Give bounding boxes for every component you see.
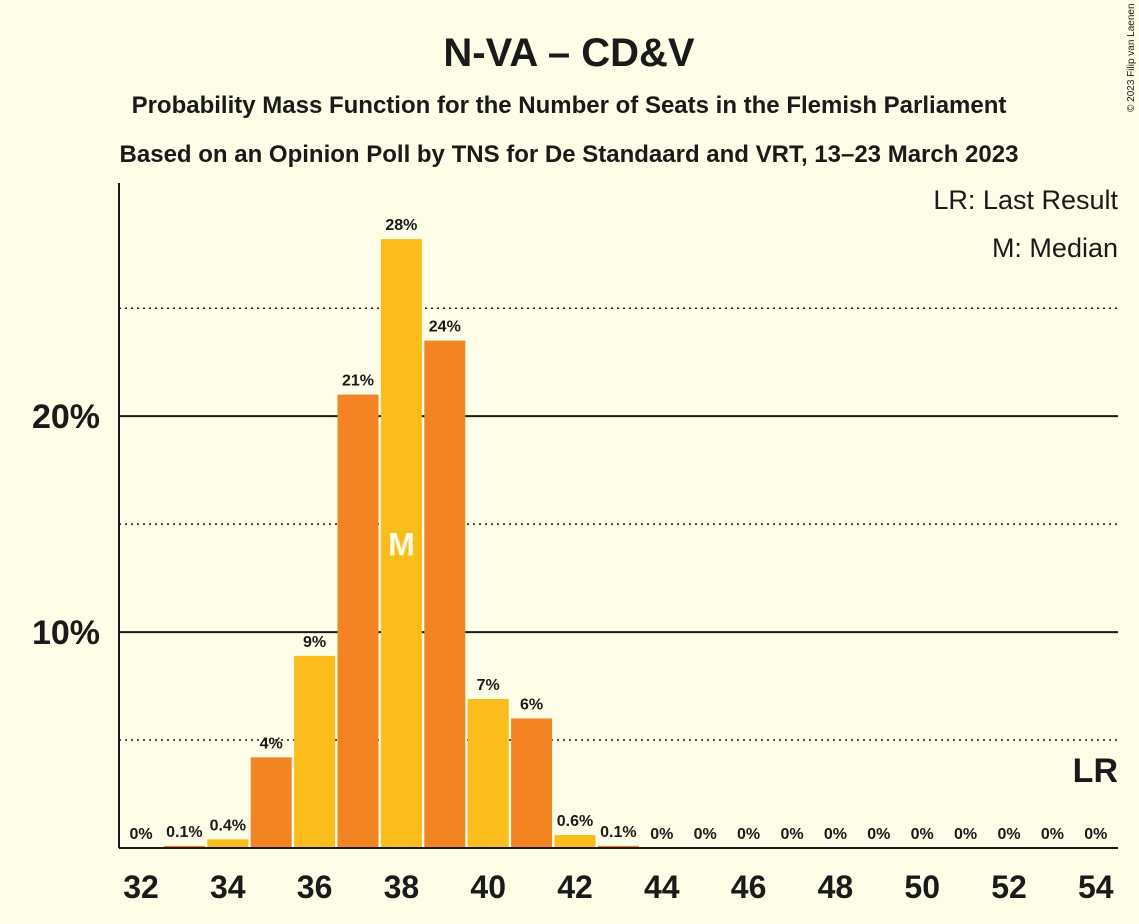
bar bbox=[597, 845, 639, 848]
data-label: 21% bbox=[342, 373, 374, 390]
median-marker: M bbox=[388, 527, 415, 563]
x-tick-label: 46 bbox=[731, 869, 767, 905]
y-tick-label: 20% bbox=[32, 398, 100, 436]
data-label: 0% bbox=[824, 826, 847, 843]
data-label: 9% bbox=[303, 634, 326, 651]
data-label: 0% bbox=[694, 826, 717, 843]
data-label: 0% bbox=[867, 826, 890, 843]
data-label: 0% bbox=[1041, 826, 1064, 843]
data-label: 0% bbox=[954, 826, 977, 843]
data-label: 28% bbox=[385, 217, 417, 234]
bar bbox=[294, 655, 336, 848]
bar bbox=[337, 394, 379, 848]
y-tick-label: 10% bbox=[32, 614, 100, 652]
bar bbox=[467, 699, 509, 848]
data-label: 0.4% bbox=[210, 817, 246, 834]
data-label: 7% bbox=[477, 677, 500, 694]
gridlines bbox=[119, 307, 1118, 741]
chart-subtitle-2: Based on an Opinion Poll by TNS for De S… bbox=[120, 141, 1019, 168]
bar bbox=[250, 757, 292, 848]
data-label: 0% bbox=[911, 826, 934, 843]
data-labels: 0% 0.1% 0.4% 4% 9% 21% 28% 24% 7% 6% 0.6% 0.1% 0% 0% 0… bbox=[129, 217, 1107, 843]
bar bbox=[511, 718, 553, 848]
data-label: 4% bbox=[260, 735, 283, 752]
data-label: 0% bbox=[1084, 826, 1107, 843]
data-label: 0.1% bbox=[600, 824, 636, 841]
bars bbox=[163, 239, 639, 849]
chart-title: N-VA – CD&V bbox=[443, 31, 694, 75]
x-tick-label: 34 bbox=[210, 869, 246, 905]
data-label: 0% bbox=[129, 826, 152, 843]
x-tick-label: 48 bbox=[818, 869, 854, 905]
data-label: 24% bbox=[429, 319, 461, 336]
y-tick-labels: 10% 20% bbox=[32, 398, 100, 652]
bar bbox=[380, 239, 422, 849]
bar bbox=[163, 845, 205, 848]
x-tick-labels: 32 34 36 38 40 42 44 46 48 50 52 54 bbox=[123, 869, 1114, 905]
x-tick-label: 52 bbox=[991, 869, 1027, 905]
data-label: 0.6% bbox=[557, 813, 593, 830]
chart-subtitle-1: Probability Mass Function for the Number… bbox=[132, 92, 1007, 119]
last-result-marker: LR bbox=[1073, 752, 1118, 790]
x-tick-label: 40 bbox=[470, 869, 506, 905]
legend-median: M: Median bbox=[992, 233, 1118, 263]
x-tick-label: 44 bbox=[644, 869, 680, 905]
x-tick-label: 50 bbox=[904, 869, 940, 905]
data-label: 0.1% bbox=[166, 824, 202, 841]
data-label: 0% bbox=[650, 826, 673, 843]
x-tick-label: 38 bbox=[384, 869, 420, 905]
data-label: 0% bbox=[737, 826, 760, 843]
copyright-notice: © 2023 Filip van Laenen bbox=[1126, 3, 1137, 112]
x-tick-label: 32 bbox=[123, 869, 159, 905]
data-label: 0% bbox=[780, 826, 803, 843]
bar bbox=[424, 340, 466, 848]
x-tick-label: 36 bbox=[297, 869, 333, 905]
x-tick-label: 54 bbox=[1078, 869, 1114, 905]
data-label: 6% bbox=[520, 696, 543, 713]
data-label: 0% bbox=[997, 826, 1020, 843]
bar bbox=[554, 835, 596, 848]
bar bbox=[207, 839, 249, 848]
legend-last-result: LR: Last Result bbox=[933, 185, 1118, 215]
x-tick-label: 42 bbox=[557, 869, 593, 905]
